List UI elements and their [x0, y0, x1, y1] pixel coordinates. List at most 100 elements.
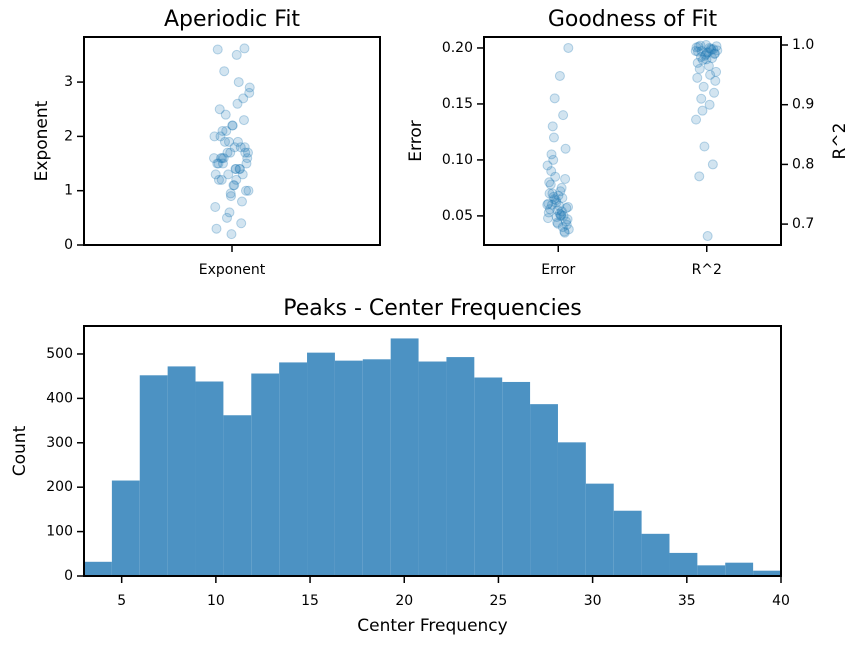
point: [229, 180, 240, 191]
point: [711, 66, 722, 77]
bar: [474, 377, 503, 576]
point: [239, 43, 250, 54]
chart-title: Goodness of Fit: [548, 7, 718, 32]
point: [705, 69, 716, 80]
point: [227, 120, 238, 131]
bar: [697, 565, 726, 576]
point: [242, 153, 253, 164]
point: [546, 166, 557, 177]
y-tick-label: 2: [64, 128, 73, 144]
point: [547, 188, 558, 199]
point: [233, 77, 244, 88]
point: [709, 48, 720, 59]
point: [556, 182, 567, 193]
point: [691, 114, 702, 125]
bar: [390, 338, 419, 576]
point: [557, 222, 568, 233]
y-tick-label: 0: [64, 568, 73, 584]
x-tick-label: 40: [772, 593, 790, 609]
point: [241, 158, 252, 169]
point: [217, 158, 228, 169]
point: [544, 204, 555, 215]
point: [229, 142, 240, 153]
bar: [446, 357, 475, 576]
point: [692, 72, 703, 83]
y-tick-label: 300: [46, 435, 73, 451]
y2-tick-label: 1.0: [792, 37, 814, 53]
bar: [167, 366, 196, 576]
point: [704, 99, 715, 110]
point: [234, 163, 245, 174]
point: [699, 50, 710, 61]
y2-tick-label: 0.8: [792, 156, 814, 172]
point: [553, 190, 564, 201]
point: [236, 218, 247, 229]
point: [695, 51, 706, 62]
point: [226, 229, 237, 240]
point: [551, 197, 562, 208]
y-tick-label: 1: [64, 183, 73, 199]
point: [561, 219, 572, 230]
point: [561, 203, 572, 214]
point: [244, 82, 255, 93]
point: [221, 212, 232, 223]
y-tick-label: 500: [46, 346, 73, 362]
point: [559, 226, 570, 237]
y2-tick-label: 0.9: [792, 97, 814, 113]
bar: [279, 362, 308, 576]
x-tick-label: R^2: [692, 262, 722, 278]
point: [242, 147, 253, 158]
bar: [362, 359, 391, 576]
point: [546, 149, 557, 160]
point: [555, 186, 566, 197]
point: [554, 208, 565, 219]
y-tick-label: 0: [64, 237, 73, 253]
point: [215, 131, 226, 142]
point: [227, 120, 238, 131]
point: [217, 125, 228, 136]
point: [236, 196, 247, 207]
point: [697, 54, 708, 65]
point: [556, 209, 567, 220]
x-tick-label: 35: [678, 593, 696, 609]
point: [212, 158, 223, 169]
x-tick-label: 15: [301, 593, 319, 609]
point: [243, 185, 254, 196]
y-tick-label: 400: [46, 390, 73, 406]
bar: [641, 533, 670, 576]
point: [693, 46, 704, 57]
point: [542, 160, 553, 171]
point: [552, 205, 563, 216]
point: [223, 169, 234, 180]
point: [216, 174, 227, 185]
y-axis-label: Exponent: [32, 100, 52, 181]
point: [239, 142, 250, 153]
point: [550, 195, 561, 206]
point: [213, 174, 224, 185]
axes-frame: [483, 36, 782, 246]
point: [550, 171, 561, 182]
point: [209, 131, 220, 142]
bar: [307, 352, 335, 576]
point: [230, 163, 241, 174]
point: [214, 104, 225, 115]
chart-title: Aperiodic Fit: [164, 7, 300, 32]
point: [692, 57, 703, 68]
point: [690, 45, 701, 56]
bar: [111, 480, 140, 576]
point: [702, 231, 713, 242]
point: [560, 173, 571, 184]
point: [232, 98, 243, 109]
x-tick-label: 20: [395, 593, 413, 609]
point: [559, 227, 570, 238]
point: [212, 44, 223, 55]
point: [706, 44, 717, 55]
point: [563, 42, 574, 53]
y-tick-label: 0.15: [442, 96, 473, 112]
point: [225, 191, 236, 202]
point: [545, 179, 556, 190]
point: [543, 207, 554, 218]
bar: [753, 570, 781, 576]
point: [709, 48, 720, 59]
